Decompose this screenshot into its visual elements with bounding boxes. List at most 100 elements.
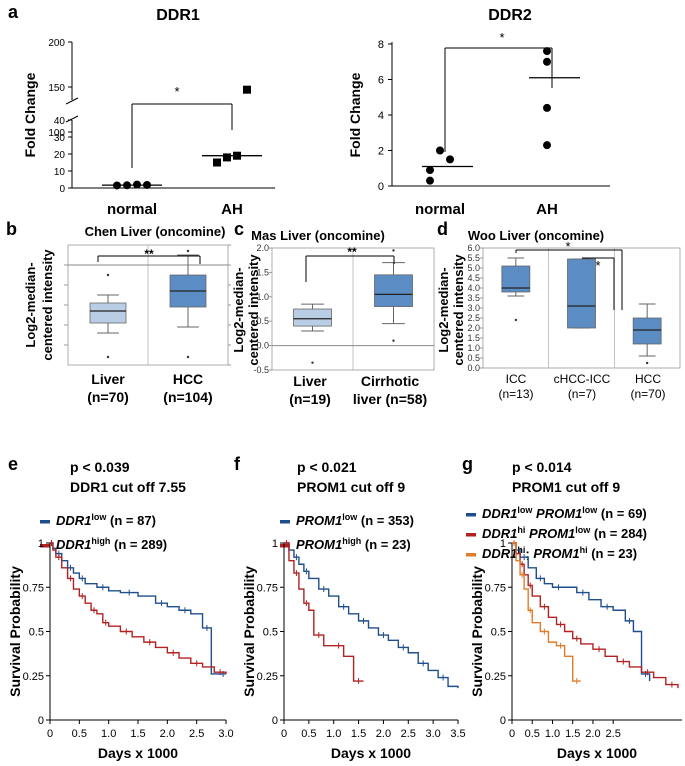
km-series-line — [512, 542, 679, 689]
y-tick-label: 4 — [378, 110, 384, 122]
p-value: p < 0.014 — [512, 459, 572, 475]
y-tick-label: 1 — [38, 538, 44, 550]
y-axis-label: Log2-median- — [436, 267, 451, 352]
x-tick-label: 0.5 — [525, 728, 540, 740]
cutoff-label: PROM1 cut off 9 — [512, 479, 620, 495]
panel-letter: b — [6, 219, 17, 239]
legend-entry: DDR1hi; PROM1hi (n = 23) — [482, 545, 637, 561]
y-tick-label: 0.0 — [467, 363, 480, 373]
y-tick-label: 0.75 — [257, 582, 278, 594]
outlier-point — [186, 249, 190, 253]
y-tick-label: 30 — [54, 133, 66, 144]
x-tick-label: 0.5 — [72, 728, 87, 740]
cutoff-label: PROM1 cut off 9 — [297, 479, 405, 495]
x-tick-label: 1.0 — [101, 728, 116, 740]
y-tick-label: 0 — [59, 184, 65, 195]
outlier-point — [392, 249, 395, 252]
y-tick-label: -0.5 — [253, 365, 269, 375]
x-tick-label: 0 — [281, 728, 287, 740]
y-tick-label: 0 — [38, 715, 44, 727]
data-point-circle — [426, 176, 434, 185]
significance-marker: * — [595, 258, 600, 273]
chart-title: Woo Liver (oncomine) — [468, 228, 604, 243]
legend-sup: low — [575, 525, 591, 535]
y-axis-label: centered intensity — [40, 249, 55, 361]
outlier-point — [186, 355, 190, 359]
data-point-square — [243, 85, 251, 94]
p-value: p < 0.021 — [297, 459, 357, 475]
km-series-line — [50, 542, 226, 675]
y-axis-label: centered intensity — [451, 254, 466, 366]
legend-n: (n = 23) — [365, 537, 411, 552]
x-tick-label: 2.0 — [160, 728, 175, 740]
y-tick-label: 40 — [54, 116, 66, 127]
legend-sup: low — [91, 512, 107, 522]
data-point-circle — [426, 166, 434, 175]
y-tick-label: 0.25 — [485, 671, 506, 683]
y-axis-label: Log2-median- — [231, 267, 246, 352]
x-category-label: HCC — [635, 372, 661, 386]
legend-n: (n = 69) — [601, 506, 647, 521]
legend-gene: PROM1 — [529, 526, 575, 541]
legend-swatch — [466, 533, 476, 537]
y-axis-label: Fold Change — [347, 72, 363, 157]
data-point-circle — [543, 57, 551, 66]
y-tick-label: 10 — [54, 167, 66, 178]
y-tick-label: 200 — [48, 38, 65, 49]
y-axis-label: centered intensity — [246, 254, 261, 366]
y-axis-label: Fold Change — [22, 72, 38, 157]
chart-title: DDR1 — [156, 7, 200, 24]
box — [89, 302, 127, 324]
chart-title: DDR2 — [488, 7, 532, 24]
y-tick-label: 0.5 — [263, 627, 278, 639]
legend-n: (n = 289) — [114, 537, 167, 552]
significance-marker: * — [565, 239, 570, 254]
significance-marker: ** — [144, 247, 154, 261]
x-tick-label: 1.5 — [565, 728, 580, 740]
x-category-label: Liver — [293, 373, 327, 389]
x-axis-label: Days x 1000 — [557, 745, 637, 761]
y-tick-label: 0 — [500, 715, 506, 727]
x-axis-label: Days x 1000 — [331, 745, 411, 761]
outlier-point — [311, 361, 314, 364]
y-tick-label: 0 — [272, 715, 278, 727]
outlier-point — [106, 273, 110, 277]
y-tick-label: 1.5 — [256, 267, 269, 277]
legend-gene: DDR1 — [482, 526, 517, 541]
y-tick-label: 0.25 — [257, 671, 278, 683]
y-axis-label: Log2-median- — [23, 262, 38, 347]
x-tick-label: 2.5 — [401, 728, 416, 740]
y-axis-label: Survival Probability — [7, 566, 23, 697]
km-series-line — [284, 542, 364, 682]
cutoff-label: DDR1 cut off 7.55 — [70, 479, 186, 495]
legend-entry: DDR1low PROM1low (n = 69) — [482, 505, 647, 521]
y-tick-label: 3.5 — [467, 293, 480, 303]
data-point-circle — [543, 47, 551, 56]
legend-sup: low — [517, 505, 533, 515]
x-tick-label: 0 — [509, 728, 515, 740]
box — [567, 258, 596, 329]
x-tick-label: 0 — [47, 728, 53, 740]
y-tick-label: 5.5 — [467, 253, 480, 263]
y-tick-label: 1 — [272, 538, 278, 550]
y-tick-label: 1 — [500, 538, 506, 550]
y-axis-label: Survival Probability — [469, 566, 485, 697]
y-tick-label: 0.25 — [23, 671, 44, 683]
x-tick-label: 3.5 — [450, 728, 465, 740]
y-tick-label: 0.5 — [467, 353, 480, 363]
legend-swatch — [40, 544, 50, 548]
panel-letter: a — [8, 2, 19, 22]
legend-sup: hi — [580, 545, 588, 555]
legend-swatch — [280, 520, 290, 524]
x-category-label: Cirrhotic — [361, 373, 420, 389]
data-point-circle — [543, 141, 551, 150]
y-tick-label: 4.5 — [467, 273, 480, 283]
legend-entry: DDR1high (n = 289) — [56, 536, 167, 552]
legend-swatch — [280, 544, 290, 548]
y-tick-label: 0.5 — [256, 316, 269, 326]
legend-gene: DDR1 — [56, 537, 91, 552]
data-point-circle — [446, 155, 454, 164]
x-tick-label: 2.5 — [189, 728, 204, 740]
panel-letter: e — [8, 454, 18, 474]
